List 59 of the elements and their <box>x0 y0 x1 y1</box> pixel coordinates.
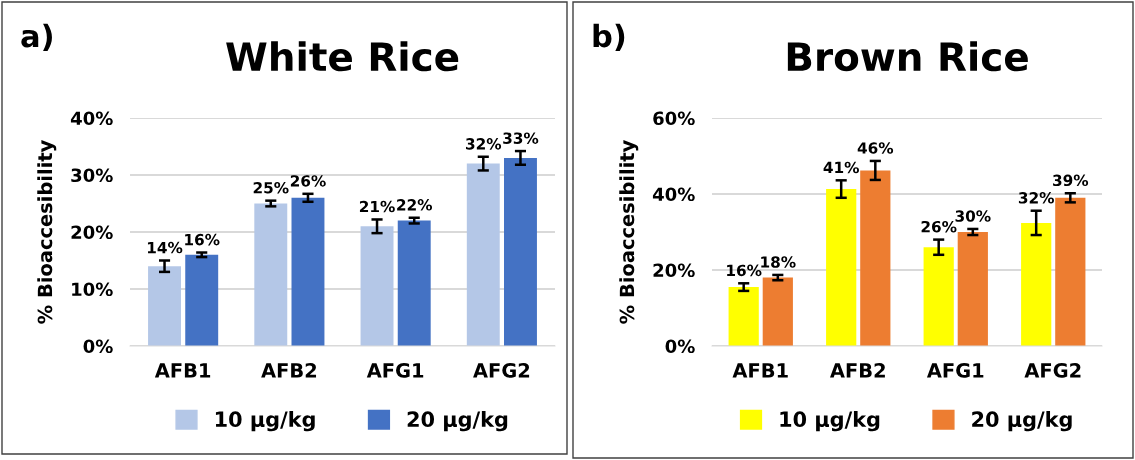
x-tick-label: AFG1 <box>366 363 424 378</box>
bar <box>860 170 891 346</box>
data-label: 32% <box>466 138 502 150</box>
data-label: 25% <box>253 181 289 194</box>
bar <box>826 189 857 346</box>
bar <box>291 197 325 346</box>
x-tick-label: AFB2 <box>261 363 317 378</box>
data-label: 26% <box>290 175 326 187</box>
x-tick-label: AFB1 <box>154 363 211 378</box>
data-label: 21% <box>359 200 395 213</box>
bar <box>957 232 988 346</box>
y-tick-label: 60% <box>653 111 695 126</box>
bar <box>728 287 759 346</box>
y-tick-label: 0% <box>83 339 113 354</box>
data-label: 41% <box>823 161 859 174</box>
bar <box>397 220 431 346</box>
y-axis-title: % Bioaccesibility <box>619 140 639 324</box>
data-label: 18% <box>761 256 796 268</box>
bar <box>504 157 537 346</box>
bar <box>923 247 954 346</box>
y-tick-label: 0% <box>665 339 695 354</box>
text: a) <box>21 23 52 52</box>
x-tick-label: AFG2 <box>473 363 530 378</box>
y-tick-label: 40% <box>70 111 113 126</box>
data-label: 33% <box>503 132 539 144</box>
bar <box>254 203 288 346</box>
bar <box>1021 222 1052 346</box>
bar <box>466 163 500 346</box>
data-label: 32% <box>1018 192 1054 204</box>
y-tick-label: 40% <box>652 187 695 202</box>
legend-label: 10 µg/kg <box>215 410 315 432</box>
y-tick-label: 20% <box>653 263 695 278</box>
data-label: 46% <box>857 142 894 154</box>
x-tick-label: AFB2 <box>830 363 885 378</box>
x-tick-label: AFG2 <box>1024 363 1081 378</box>
data-label: 30% <box>955 210 991 222</box>
bar <box>360 226 394 346</box>
data-label: 22% <box>397 199 433 211</box>
legend-label: 20 µg/kg <box>972 410 1072 432</box>
bar <box>185 254 219 346</box>
y-tick-label: 10% <box>72 282 113 297</box>
bar <box>1055 197 1086 346</box>
data-label: 26% <box>921 220 957 233</box>
legend-label: 20 µg/kg <box>407 410 508 432</box>
text: b) <box>593 23 625 52</box>
data-label: 39% <box>1053 174 1089 187</box>
bar <box>762 277 793 346</box>
chart-title: White Rice <box>226 41 459 72</box>
legend-label: 10 µg/kg <box>780 410 880 432</box>
data-label: 16% <box>185 233 220 246</box>
y-tick-label: 30% <box>71 168 113 183</box>
y-axis-title: % Bioaccesibility <box>37 140 57 324</box>
data-label: 14% <box>147 241 183 254</box>
data-label: 16% <box>727 264 762 277</box>
x-tick-label: AFG1 <box>926 363 984 378</box>
y-tick-label: 20% <box>71 225 113 240</box>
chart-title: Brown Rice <box>787 41 1028 72</box>
bar <box>148 266 181 346</box>
x-tick-label: AFB1 <box>732 363 788 378</box>
